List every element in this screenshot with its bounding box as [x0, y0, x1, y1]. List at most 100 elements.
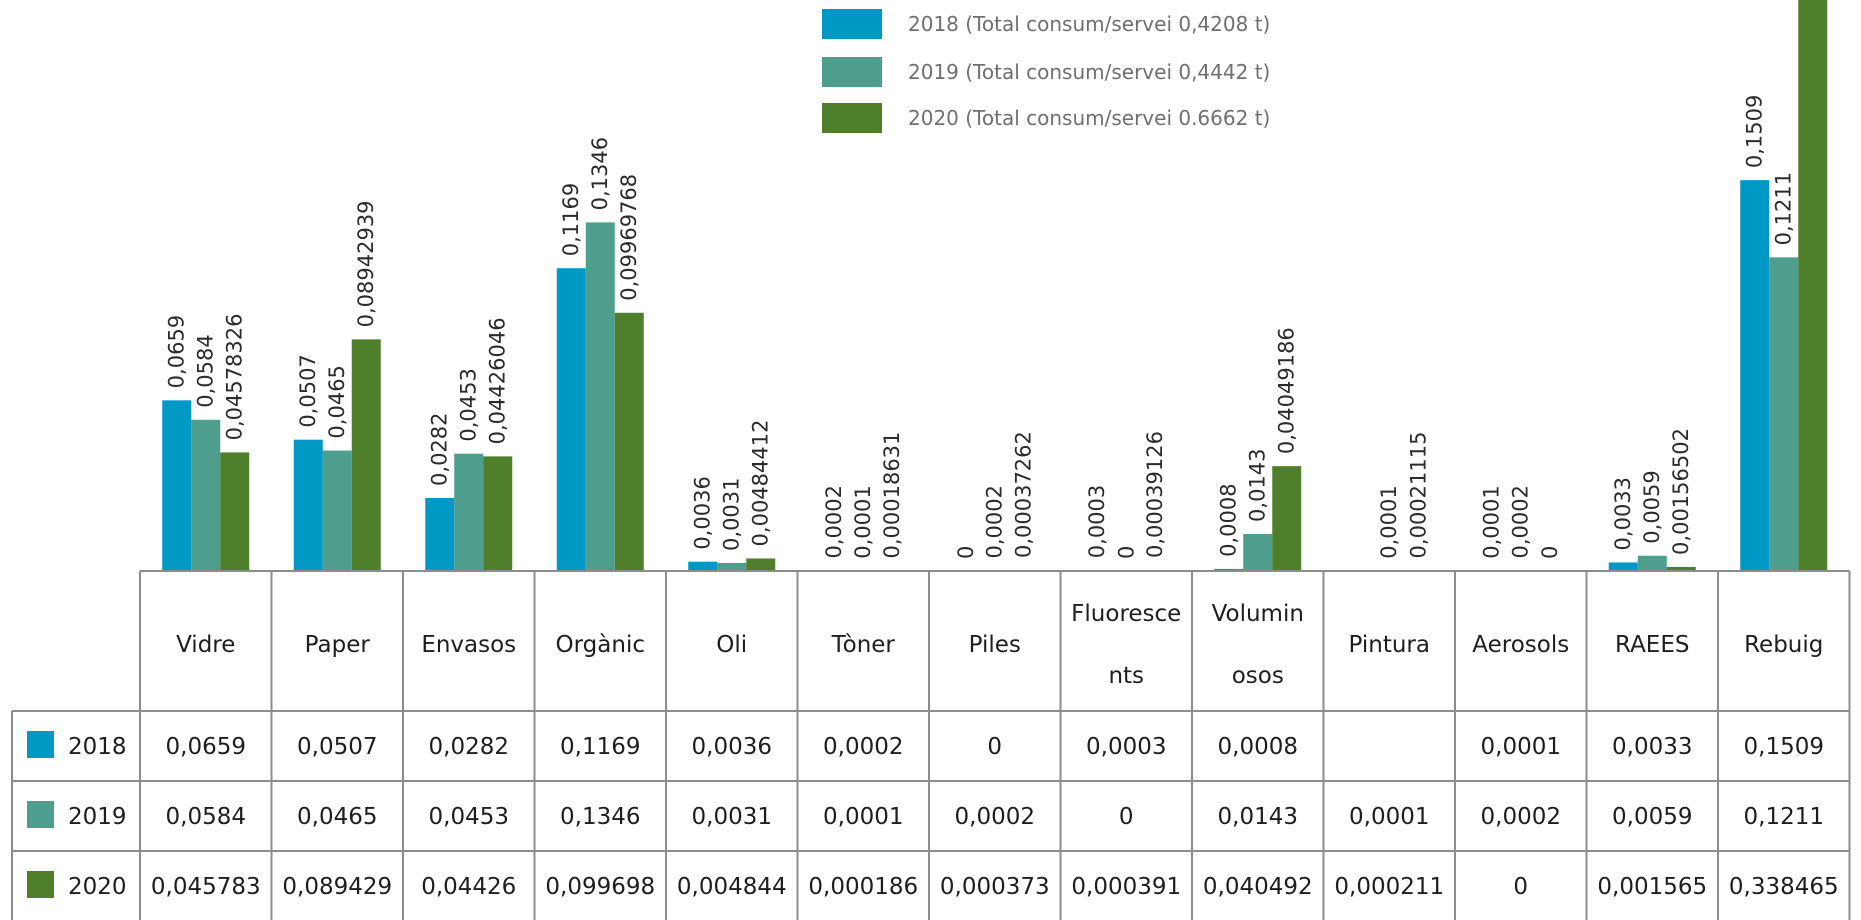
legend-swatch-2019 [822, 57, 882, 87]
row-label-2018: 2018 [68, 734, 127, 760]
table-cell-voluminosos-2019: 0,0143 [1218, 804, 1298, 830]
table-cell-aerosols-2020: 0 [1513, 874, 1528, 900]
bar-label-oli-2018: 0,0036 [691, 476, 715, 549]
table-cell-voluminosos-2020: 0,040492 [1203, 874, 1313, 900]
bar-paper-2020 [351, 339, 381, 571]
table-cell-oli-2020: 0,004844 [677, 874, 787, 900]
bar-organic-2020 [614, 312, 644, 571]
bar-paper-2018 [293, 439, 323, 571]
bar-label-raees-2020: 0,00156502 [1669, 428, 1693, 555]
bar-voluminosos-2020 [1272, 466, 1302, 571]
bar-raees-2019 [1637, 555, 1667, 571]
bar-envasos-2019 [454, 453, 484, 571]
table-cell-aerosols-2018: 0,0001 [1481, 734, 1561, 760]
bar-label-rebuig-2019: 0,1211 [1772, 172, 1796, 245]
bar-label-toner-2018: 0,0002 [822, 485, 846, 558]
bar-label-aerosols-2018: 0,0001 [1480, 485, 1504, 558]
legend: 2018 (Total consum/servei 0,4208 t) 2019 … [822, 9, 1270, 133]
table-cell-oli-2018: 0,0036 [692, 734, 772, 760]
table-cell-oli-2019: 0,0031 [692, 804, 772, 830]
row-swatch-2019 [27, 801, 54, 828]
bar-vidre-2019 [191, 419, 221, 571]
bar-envasos-2018 [425, 497, 455, 571]
table-cell-vidre-2019: 0,0584 [166, 804, 246, 830]
category-label-voluminosos: Volumin [1212, 601, 1304, 627]
bar-label-vidre-2018: 0,0659 [165, 315, 189, 388]
table-cell-toner-2018: 0,0002 [823, 734, 903, 760]
table-cell-vidre-2020: 0,045783 [151, 874, 261, 900]
bar-label-paper-2020: 0,08942939 [354, 200, 378, 327]
bar-label-piles-2020: 0,00037262 [1012, 431, 1036, 558]
bar-organic-2019 [585, 222, 615, 572]
category-label-paper: Paper [305, 632, 371, 658]
row-swatch-2018 [27, 731, 54, 758]
bar-paper-2019 [322, 450, 352, 571]
table-cell-envasos-2018: 0,0282 [429, 734, 509, 760]
table-cell-pintura-2020: 0,000211 [1334, 874, 1444, 900]
category-label-aerosols: Aerosols [1472, 632, 1569, 658]
table-cell-pintura-2019: 0,0001 [1349, 804, 1429, 830]
row-swatch-2020 [27, 871, 54, 898]
category-label-oli: Oli [716, 632, 747, 658]
legend-label-2018: 2018 (Total consum/servei 0,4208 t) [908, 12, 1270, 36]
legend-swatch-2020 [822, 103, 882, 133]
legend-swatch-2018 [822, 9, 882, 39]
bar-label-raees-2019: 0,0059 [1640, 470, 1664, 543]
bar-raees-2020 [1666, 566, 1696, 571]
row-label-2020: 2020 [68, 874, 127, 900]
bar-label-voluminosos-2020: 0,04049186 [1275, 327, 1299, 454]
table-cell-fluorescents-2018: 0,0003 [1086, 734, 1166, 760]
data-table: Vidre Paper Envasos Orgànic Oli Tòner Piles Flu… [11, 570, 1851, 920]
bar-oli-2020 [746, 558, 776, 571]
table-cell-raees-2019: 0,0059 [1612, 804, 1692, 830]
category-label-vidre: Vidre [176, 632, 235, 658]
table-cell-raees-2020: 0,001565 [1597, 874, 1707, 900]
table-cell-paper-2020: 0,089429 [282, 874, 392, 900]
bar-label-voluminosos-2018: 0,0008 [1217, 483, 1241, 556]
table-cell-organic-2020: 0,099698 [545, 874, 655, 900]
table-cell-envasos-2019: 0,0453 [429, 804, 509, 830]
bar-rebuig-2020 [1798, 0, 1828, 572]
bar-label-toner-2019: 0,0001 [851, 485, 875, 558]
bar-envasos-2020 [483, 456, 513, 571]
bar-label-pintura-2019: 0,0001 [1377, 485, 1401, 558]
bar-label-paper-2018: 0,0507 [296, 354, 320, 427]
bar-label-fluorescents-2018: 0,0003 [1085, 485, 1109, 558]
bar-value-labels: 0,0659 0,0584 0,04578326 0,0507 0,0465 0,0894… [165, 95, 1796, 559]
category-label-organic: Orgànic [556, 632, 645, 658]
bar-label-organic-2019: 0,1346 [588, 137, 612, 210]
bar-label-piles-2019: 0,0002 [983, 485, 1007, 558]
table-cell-raees-2018: 0,0033 [1612, 734, 1692, 760]
bar-label-envasos-2020: 0,04426046 [486, 317, 510, 444]
bar-label-fluorescents-2019: 0 [1114, 546, 1138, 559]
row-label-2019: 2019 [68, 804, 127, 830]
table-cell-envasos-2020: 0,04426 [421, 874, 516, 900]
table-cell-voluminosos-2018: 0,0008 [1218, 734, 1298, 760]
category-label-pintura: Pintura [1349, 632, 1430, 658]
bar-voluminosos-2019 [1243, 533, 1273, 571]
bar-vidre-2020 [220, 452, 250, 571]
bar-organic-2018 [556, 268, 586, 571]
bar-rebuig-2018 [1740, 180, 1770, 571]
legend-label-2019: 2019 (Total consum/servei 0,4442 t) [908, 60, 1270, 84]
category-label-envasos: Envasos [421, 632, 516, 658]
bar-oli-2018 [688, 561, 718, 571]
bar-label-pintura-2020: 0,00021115 [1406, 432, 1430, 559]
bar-label-envasos-2018: 0,0282 [428, 412, 452, 485]
bar-label-fluorescents-2020: 0,00039126 [1143, 431, 1167, 558]
table-cell-rebuig-2018: 0,1509 [1744, 734, 1824, 760]
bar-rebuig-2019 [1769, 257, 1799, 571]
bar-label-organic-2020: 0,09969768 [617, 174, 641, 301]
bar-label-rebuig-2018: 0,1509 [1743, 95, 1767, 168]
bar-label-vidre-2020: 0,04578326 [223, 313, 247, 440]
bars [162, 0, 1828, 572]
table-cell-piles-2018: 0 [987, 734, 1002, 760]
table-cell-toner-2020: 0,000186 [808, 874, 918, 900]
table-cell-piles-2020: 0,000373 [940, 874, 1050, 900]
table-cell-piles-2019: 0,0002 [955, 804, 1035, 830]
bar-label-aerosols-2020: 0 [1538, 546, 1562, 559]
table-cell-fluorescents-2019: 0 [1119, 804, 1134, 830]
bar-raees-2018 [1608, 562, 1638, 571]
category-label-fluorescents: Fluoresce [1071, 601, 1181, 627]
